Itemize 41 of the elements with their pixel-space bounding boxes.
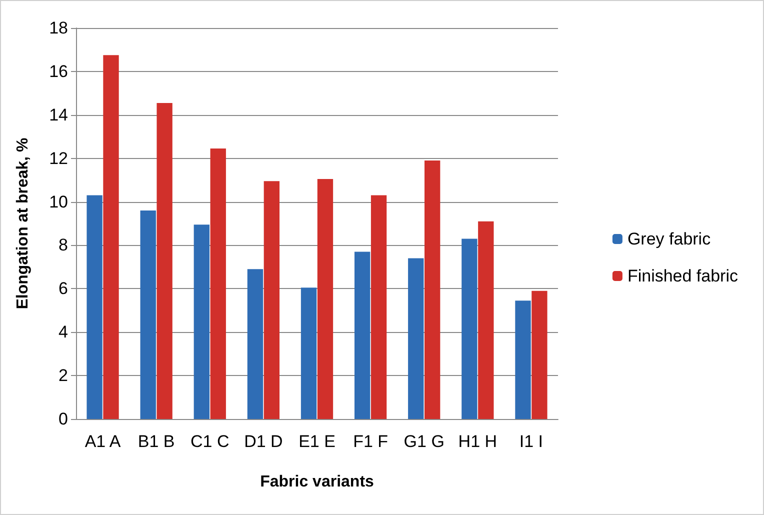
legend-label: Finished fabric	[627, 266, 738, 286]
bar	[370, 195, 387, 419]
bar	[156, 102, 172, 419]
bar	[478, 221, 494, 419]
y-tick-label: 10	[49, 192, 68, 212]
bar	[515, 300, 531, 419]
y-tick-label: 18	[49, 18, 68, 38]
bar	[140, 210, 156, 419]
x-tick-label: C1 C	[190, 432, 230, 451]
bar	[354, 252, 370, 419]
x-tick-label: E1 E	[298, 432, 336, 451]
bar	[86, 195, 102, 419]
bar	[103, 55, 119, 419]
y-tick-label: 8	[58, 236, 68, 255]
x-tick-label: D1 D	[244, 432, 283, 451]
x-axis-title: Fabric variants	[260, 474, 374, 490]
bar	[300, 288, 317, 419]
bar	[264, 181, 280, 419]
y-axis-title: Elongation at break, %	[14, 138, 32, 310]
bar	[210, 148, 226, 419]
bar	[532, 290, 548, 419]
legend-label: Grey fabric	[627, 230, 712, 248]
bar	[194, 224, 210, 419]
y-tick-label: 6	[58, 279, 68, 298]
x-tick-label: G1 G	[404, 432, 444, 451]
x-tick-label: H1 H	[458, 432, 498, 451]
bar	[247, 269, 264, 419]
x-tick-label: A1 A	[84, 432, 122, 451]
y-tick-label: 0	[58, 410, 68, 428]
y-tick-label: 2	[58, 366, 68, 386]
x-tick-label: B1 B	[138, 432, 175, 451]
bar	[408, 258, 424, 419]
y-tick-label: 12	[49, 148, 68, 168]
bar	[317, 178, 334, 419]
y-tick-label: 16	[49, 62, 68, 81]
y-tick-label: 4	[58, 322, 68, 342]
bar	[424, 160, 440, 419]
x-tick-label: I1 I	[519, 432, 544, 451]
bar	[462, 238, 478, 419]
x-tick-label: F1 F	[353, 432, 388, 451]
y-tick-label: 14	[49, 105, 68, 124]
